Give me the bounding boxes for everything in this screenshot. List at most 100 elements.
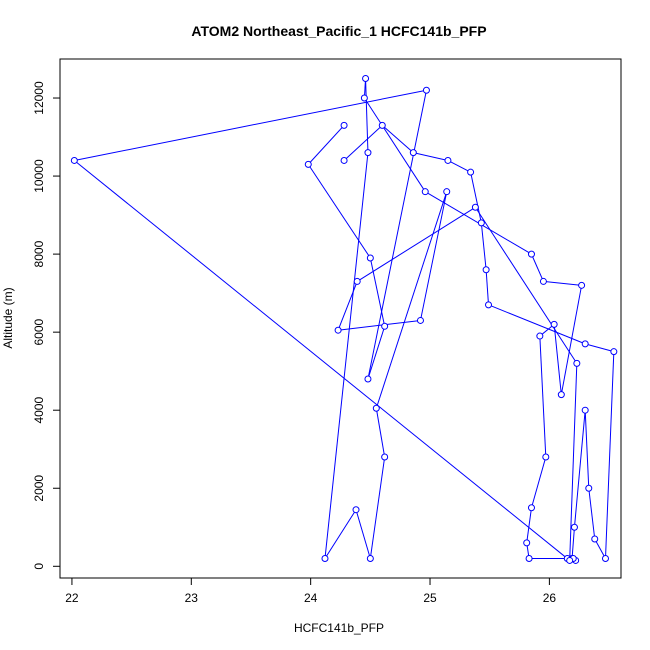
series-line-segment — [480, 222, 487, 270]
series-line-segment — [539, 336, 547, 458]
data-point — [409, 149, 417, 157]
series-line-segment — [419, 191, 448, 321]
series-line-segment — [571, 527, 575, 559]
y-tick-label: 0 — [32, 563, 46, 570]
data-point — [381, 322, 389, 330]
series-line-segment — [74, 89, 427, 161]
series-line-segment — [560, 285, 583, 395]
series-line-segment — [337, 281, 358, 331]
x-tick-label: 24 — [304, 591, 318, 605]
data-point — [557, 391, 565, 399]
series-line-segment — [375, 191, 448, 409]
series-line-segment — [381, 124, 414, 154]
data-point — [378, 121, 386, 129]
data-point — [416, 316, 424, 324]
series-line-segment — [573, 410, 586, 528]
series-line-segment — [74, 160, 570, 561]
plot-area: 22 23 24 25 26 0 2000 4000 6000 8000 10000 12000 — [32, 58, 622, 605]
x-axis: 22 23 24 25 26 — [65, 577, 557, 605]
series-line-segment — [365, 78, 369, 153]
series-line-segment — [447, 160, 471, 173]
y-tick-label: 12000 — [32, 81, 46, 115]
series-line-segment — [367, 326, 386, 380]
data-point — [444, 156, 452, 164]
y-axis: 0 2000 4000 6000 8000 10000 12000 — [32, 81, 61, 570]
series-line-segment — [324, 509, 357, 559]
data-point — [485, 301, 493, 309]
data-point — [353, 277, 361, 285]
data-point — [573, 359, 581, 367]
data-point — [591, 535, 599, 543]
series-line-segment — [324, 152, 369, 559]
data-point — [581, 340, 589, 348]
series-line-segment — [369, 456, 386, 559]
series-line-segment — [356, 206, 476, 282]
y-tick-label: 2000 — [32, 475, 46, 502]
data-point — [527, 504, 535, 512]
data-point — [364, 375, 372, 383]
x-tick-label: 26 — [543, 591, 557, 605]
series-line-segment — [530, 456, 547, 508]
data-point — [366, 554, 374, 562]
series-line-segment — [343, 124, 383, 161]
data-point — [360, 94, 368, 102]
plot-frame — [59, 58, 622, 579]
series-line-segment — [363, 97, 426, 192]
series-line-segment — [367, 90, 427, 380]
x-tick-label: 23 — [185, 591, 199, 605]
series-line-segment — [531, 253, 544, 282]
series-line-segment — [474, 207, 578, 364]
x-axis-label: HCFC141b_PFP — [294, 621, 384, 635]
data-point — [482, 266, 490, 274]
series-line-segment — [488, 304, 586, 345]
chart-title: ATOM2 Northeast_Pacific_1 HCFC141b_PFP — [191, 23, 486, 39]
x-tick-label: 25 — [423, 591, 437, 605]
data-point — [539, 277, 547, 285]
data-point — [340, 121, 348, 129]
data-point — [70, 156, 78, 164]
data-point — [601, 554, 609, 562]
series-line-segment — [307, 164, 371, 259]
data-point — [372, 404, 380, 412]
data-point — [471, 203, 479, 211]
series-line-segment — [543, 280, 582, 286]
series — [70, 75, 618, 564]
data-point — [334, 326, 342, 334]
data-point — [422, 86, 430, 94]
data-point — [527, 250, 535, 258]
series-line-segment — [526, 507, 532, 543]
series-line-segment — [588, 488, 596, 540]
data-point — [421, 188, 429, 196]
series-line-segment — [375, 408, 386, 458]
data-point — [477, 219, 485, 227]
y-tick-label: 4000 — [32, 397, 46, 424]
data-point — [566, 556, 574, 564]
data-point — [610, 348, 618, 356]
series-line-segment — [470, 172, 482, 223]
series-line-segment — [355, 509, 371, 559]
data-point — [467, 168, 475, 176]
series-line-segment — [369, 257, 386, 327]
data-point — [443, 188, 451, 196]
data-point — [364, 149, 372, 157]
data-point — [536, 332, 544, 340]
data-point — [352, 506, 360, 514]
y-tick-label: 10000 — [32, 159, 46, 193]
data-point — [321, 554, 329, 562]
y-tick-label: 6000 — [32, 318, 46, 345]
series-line-segment — [585, 343, 614, 353]
series-line-segment — [604, 351, 615, 559]
series-line-segment — [594, 538, 606, 559]
y-tick-label: 8000 — [32, 240, 46, 267]
data-point — [525, 554, 533, 562]
data-point — [304, 160, 312, 168]
data-point — [523, 539, 531, 547]
y-axis-label: Altitude (m) — [1, 287, 15, 348]
series-line-segment — [485, 269, 490, 305]
data-point — [381, 453, 389, 461]
data-point — [340, 156, 348, 164]
series-line-segment — [413, 152, 449, 161]
data-point — [366, 254, 374, 262]
data-point — [581, 406, 589, 414]
